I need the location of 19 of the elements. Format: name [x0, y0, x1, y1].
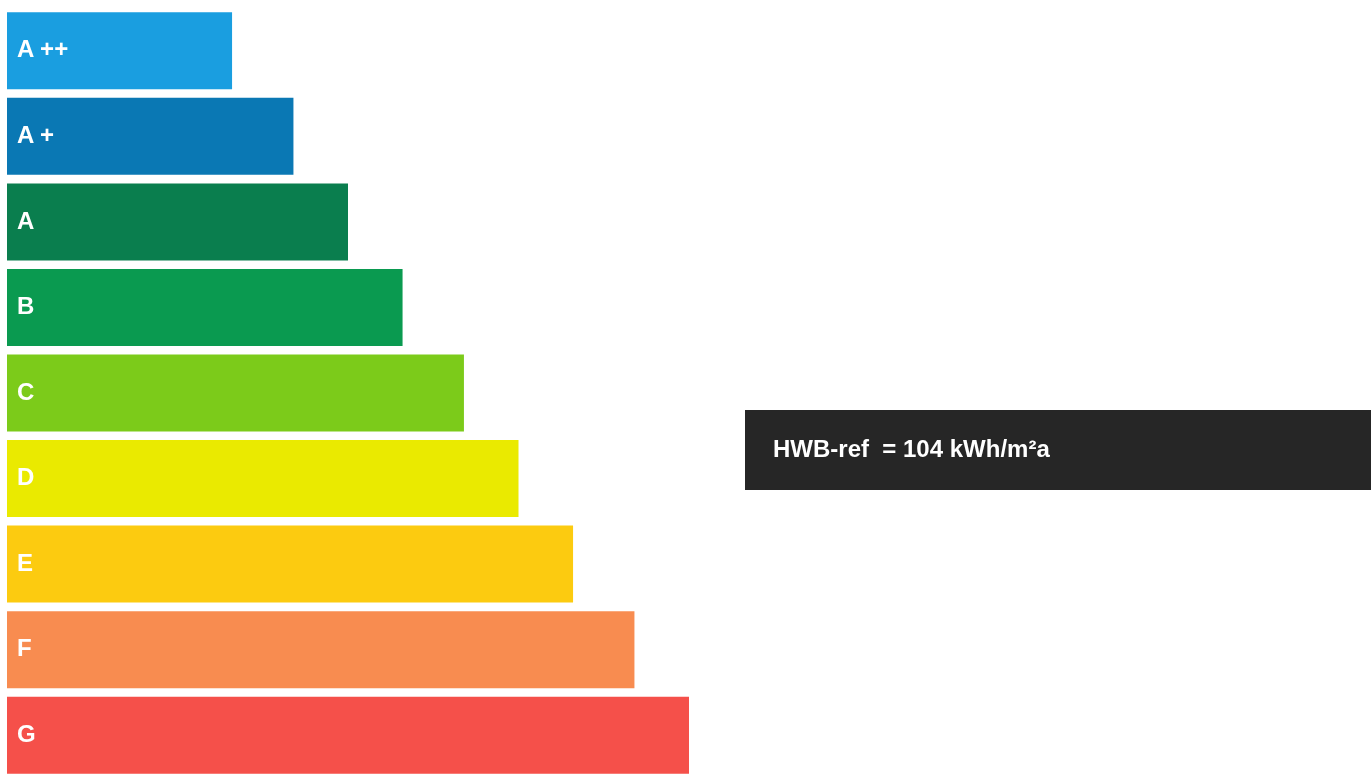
bar [7, 440, 519, 518]
bar [7, 611, 635, 689]
bar [7, 525, 574, 603]
bar [7, 354, 464, 432]
bar [7, 183, 348, 261]
y-tick-label: E [17, 548, 34, 576]
y-tick-label: A ++ [17, 35, 69, 63]
y-tick-label: G [17, 719, 36, 747]
bar [7, 12, 233, 90]
y-tick-label: B [17, 292, 35, 320]
bar [7, 268, 403, 346]
y-tick-label: A [17, 206, 35, 234]
y-tick-label: F [17, 634, 32, 662]
y-tick-label: C [17, 377, 35, 405]
bar [7, 97, 294, 175]
bar [7, 696, 689, 774]
text: HWB-ref = 104 kWh/m²a [773, 434, 1051, 462]
y-tick-label: D [17, 463, 35, 491]
y-tick-label: A + [17, 120, 55, 148]
